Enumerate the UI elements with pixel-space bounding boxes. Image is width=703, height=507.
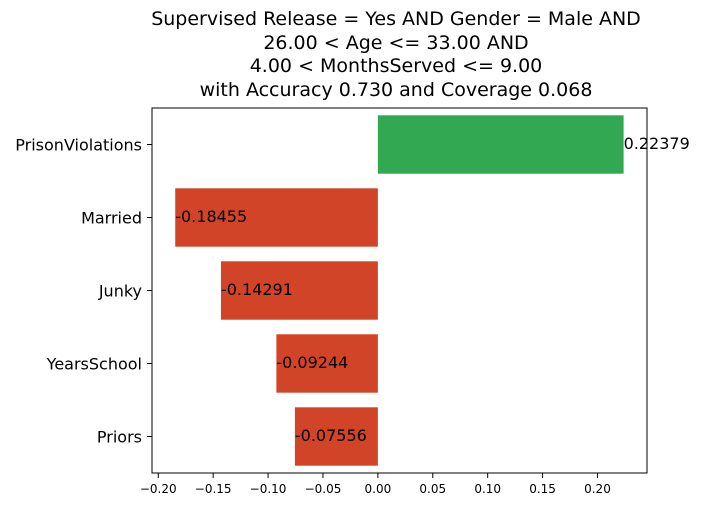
x-tick-label: −0.10	[250, 482, 287, 496]
data-label-priors: -0.07556	[295, 426, 367, 445]
bar-priors	[294, 407, 378, 466]
x-tick-label: 0.10	[474, 482, 501, 496]
bars	[175, 115, 624, 466]
category-label-prisonviolations: PrisonViolations	[15, 136, 142, 155]
data-labels: 0.22379 -0.18455 -0.14291 -0.09244 -0.07556	[175, 134, 690, 445]
bar-junky	[220, 261, 378, 320]
category-label-yearsschool: YearsSchool	[46, 355, 142, 374]
data-label-junky: -0.14291	[221, 280, 293, 299]
x-tick-label: 0.05	[419, 482, 446, 496]
x-tick-label: 0.20	[584, 482, 611, 496]
data-label-married: -0.18455	[175, 207, 247, 226]
bar-married	[175, 188, 378, 247]
category-label-junky: Junky	[98, 282, 142, 301]
category-label-married: Married	[81, 209, 142, 228]
x-tick-label: −0.05	[305, 482, 342, 496]
category-axis: PrisonViolations Married Junky YearsSchool P…	[15, 136, 152, 447]
title-line-1: Supervised Release = Yes AND Gender = Ma…	[151, 8, 641, 30]
bar-yearsschool	[276, 334, 378, 393]
data-label-prisonviolations: 0.22379	[624, 134, 690, 153]
x-tick-label: 0.00	[365, 482, 392, 496]
title-line-4: with Accuracy 0.730 and Coverage 0.068	[200, 79, 593, 101]
chart-title: Supervised Release = Yes AND Gender = Ma…	[151, 8, 641, 101]
x-tick-label: −0.15	[195, 482, 232, 496]
title-line-3: 4.00 < MonthsServed <= 9.00	[250, 55, 543, 77]
x-axis: −0.20 −0.15 −0.10 −0.05 0.00 0.05 0.10 0.15 0.20	[140, 473, 611, 496]
x-tick-label: 0.15	[529, 482, 556, 496]
category-label-priors: Priors	[97, 428, 142, 447]
x-tick-label: −0.20	[140, 482, 177, 496]
title-line-2: 26.00 < Age <= 33.00 AND	[263, 32, 528, 54]
bar-prisonviolations	[377, 115, 624, 174]
data-label-yearsschool: -0.09244	[276, 353, 348, 372]
